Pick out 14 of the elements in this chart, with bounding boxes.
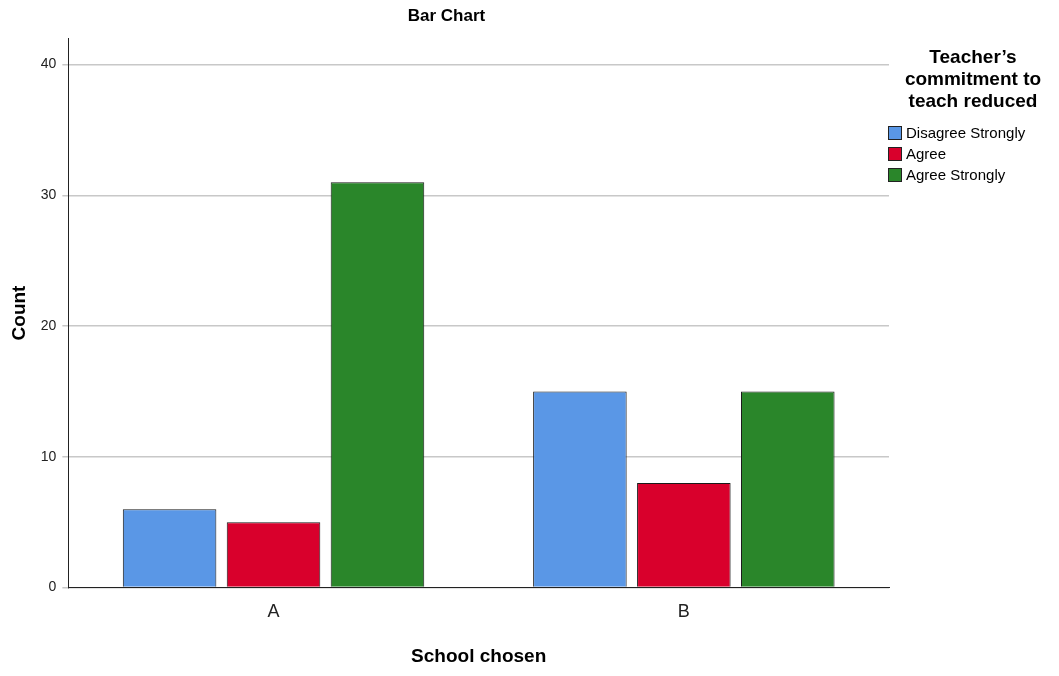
y-tick-label: 20 [40, 316, 57, 333]
y-tick-label: 0 [48, 578, 57, 595]
legend-label: Agree Strongly [906, 166, 1006, 183]
legend-title: Teacher’s commitment to teach reduced [903, 46, 1043, 112]
y-tick-label: 40 [40, 55, 57, 72]
chart-title: Bar Chart [407, 5, 486, 25]
y-axis-title: Count [7, 284, 29, 341]
x-axis-title: School chosen [411, 644, 547, 666]
x-tick-label: B [677, 601, 690, 622]
y-tick-label: 10 [40, 447, 57, 464]
legend-label: Disagree Strongly [906, 124, 1026, 141]
y-tick-label: 30 [40, 186, 57, 203]
legend-label: Agree [906, 145, 947, 162]
x-tick-label: A [267, 601, 280, 622]
